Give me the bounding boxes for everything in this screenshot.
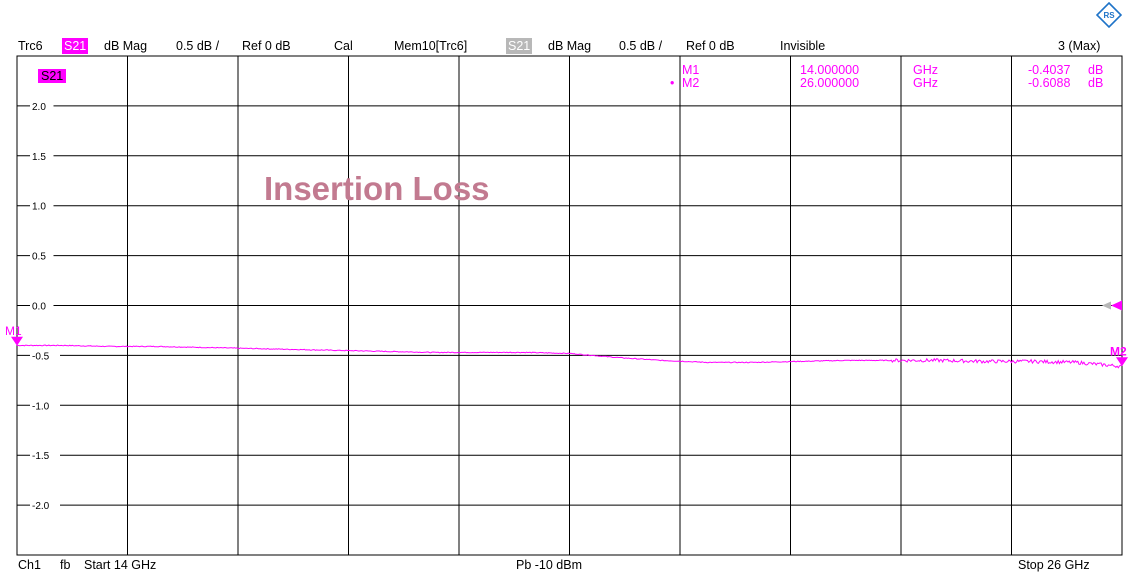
y-axis-ticks: 2.0 1.5 1.0 0.5 0.0 -0.5 -1.0 -1.5 -2.0	[30, 99, 60, 512]
marker-value-unit: dB	[1088, 76, 1104, 90]
y-tick-label: 0.0	[32, 302, 46, 313]
y-tick-label-bg	[30, 449, 60, 462]
sweep-mode[interactable]: fb	[60, 558, 71, 572]
trace-header: Trc6 S21 dB Mag 0.5 dB / Ref 0 dB Cal Me…	[18, 38, 1120, 54]
source-power[interactable]: Pb -10 dBm	[516, 558, 583, 572]
y-tick-label: -0.5	[32, 351, 50, 362]
marker-layer[interactable]: M1 M2	[5, 324, 1128, 367]
marker-symbol[interactable]	[1116, 357, 1128, 367]
marker-name[interactable]: M2	[682, 76, 700, 90]
y-tick-label-bg	[30, 199, 54, 212]
memory-state[interactable]: Invisible	[780, 39, 826, 53]
reference-level-arrow[interactable]	[1111, 300, 1122, 311]
marker-active-dot: •	[670, 76, 675, 90]
y-tick-label: 0.5	[32, 252, 46, 263]
marker-count: 3 (Max)	[1058, 39, 1101, 53]
y-tick-label: 1.0	[32, 202, 46, 213]
marker-name[interactable]: M1	[682, 63, 700, 77]
marker-frequency: 26.000000	[800, 76, 860, 90]
y-tick-label-bg	[30, 499, 60, 512]
y-tick-label-bg	[30, 249, 54, 262]
y-tick-label-bg	[30, 349, 60, 362]
memory-reference[interactable]: Ref 0 dB	[686, 39, 735, 53]
grid	[16, 55, 1123, 556]
y-tick-label: -1.5	[32, 451, 50, 462]
memory-format[interactable]: dB Mag	[548, 39, 592, 53]
trace-label[interactable]: S21	[38, 69, 67, 83]
marker-value-unit: dB	[1088, 63, 1104, 77]
marker-symbol-label[interactable]: M2	[1110, 344, 1127, 358]
y-tick-label: 2.0	[32, 102, 46, 113]
trace-line	[17, 344, 1123, 369]
marker-frequency-unit: GHz	[913, 63, 938, 77]
marker-frequency-unit: GHz	[913, 76, 938, 90]
trace-parameter-badge[interactable]: S21	[62, 38, 89, 54]
y-tick-label-bg	[30, 149, 54, 162]
memory-parameter-badge[interactable]: S21	[506, 38, 533, 54]
memory-reference-arrow	[1102, 301, 1111, 310]
y-tick-label-bg	[30, 99, 54, 112]
trace-format[interactable]: dB Mag	[104, 39, 148, 53]
y-tick-label-bg	[30, 399, 60, 412]
memory-trace-name[interactable]: Mem10[Trc6]	[394, 39, 468, 53]
marker-symbol-label[interactable]: M1	[5, 324, 22, 338]
marker-value: -0.6088	[1028, 76, 1071, 90]
marker-frequency: 14.000000	[800, 63, 860, 77]
svg-text:RS: RS	[1103, 11, 1115, 20]
calibration-status[interactable]: Cal	[334, 39, 353, 53]
trace-layer	[17, 344, 1123, 369]
y-tick-label: 1.5	[32, 152, 46, 163]
rohde-schwarz-logo: RS	[1096, 2, 1122, 28]
y-tick-label-bg	[30, 299, 54, 312]
y-tick-label: -1.0	[32, 401, 50, 412]
channel-name[interactable]: Ch1	[18, 558, 41, 572]
start-frequency[interactable]: Start 14 GHz	[84, 558, 157, 572]
stop-frequency[interactable]: Stop 26 GHz	[1018, 558, 1090, 572]
trace-scale[interactable]: 0.5 dB /	[176, 39, 220, 53]
marker-value: -0.4037	[1028, 63, 1071, 77]
trace-reference[interactable]: Ref 0 dB	[242, 39, 291, 53]
marker-symbol[interactable]	[11, 336, 23, 346]
memory-scale[interactable]: 0.5 dB /	[619, 39, 663, 53]
reference-line	[1102, 300, 1122, 311]
insertion-loss-annotation: Insertion Loss	[264, 170, 490, 207]
y-tick-label: -2.0	[32, 501, 50, 512]
trace-name[interactable]: Trc6	[18, 39, 43, 53]
